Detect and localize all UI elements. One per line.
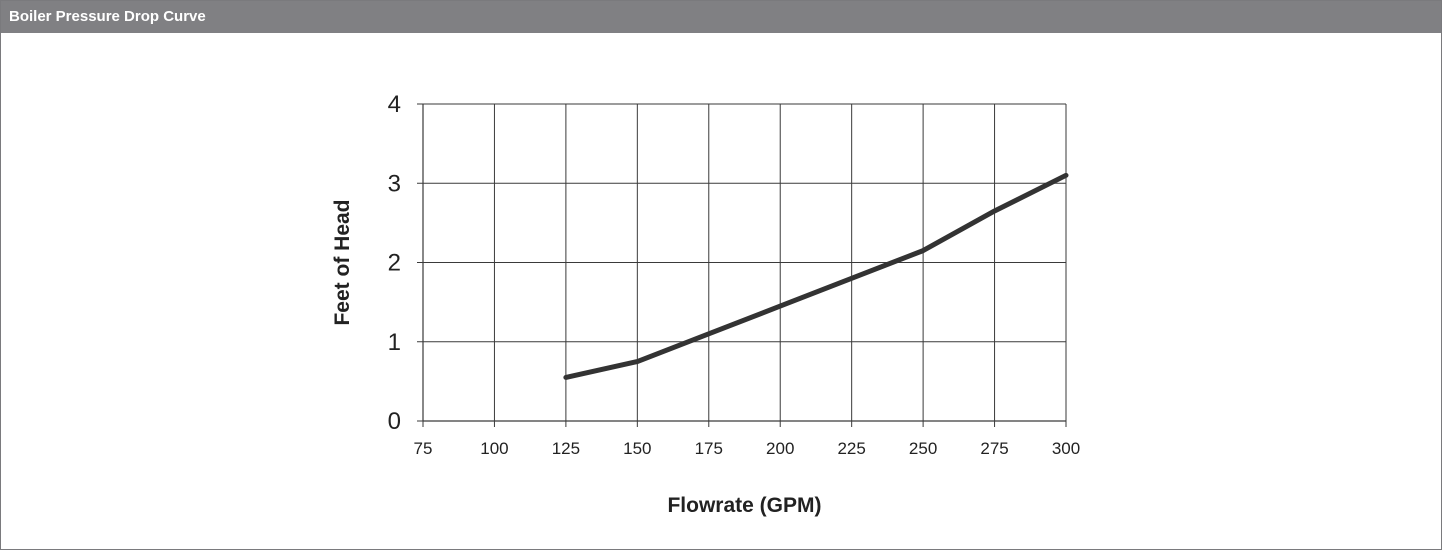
y-axis-title: Feet of Head	[331, 199, 354, 325]
x-tick-label: 225	[837, 439, 865, 458]
series-layer	[563, 172, 1069, 380]
axes	[417, 103, 1067, 427]
y-tick-label: 2	[388, 250, 401, 277]
x-tick-label: 150	[623, 439, 651, 458]
grid	[422, 103, 1067, 422]
x-tick-label: 275	[980, 439, 1008, 458]
y-tick-label: 3	[388, 170, 401, 197]
x-tick-label: 125	[552, 439, 580, 458]
x-tick-label: 175	[695, 439, 723, 458]
x-tick-label: 250	[909, 439, 937, 458]
x-axis-title: Flowrate (GPM)	[667, 494, 821, 517]
x-tick-label: 75	[414, 439, 433, 458]
y-tick-label: 1	[388, 329, 401, 356]
panel-title: Boiler Pressure Drop Curve	[1, 1, 1441, 33]
y-tick-label: 0	[388, 408, 401, 435]
x-tick-label: 300	[1052, 439, 1080, 458]
y-tick-label: 4	[388, 91, 401, 118]
tick-labels: 75 100 125 150 175 200 225 250 275 300 0 1 2 3 4	[388, 91, 1081, 458]
x-tick-label: 200	[766, 439, 794, 458]
pressure-drop-line	[563, 172, 1069, 380]
x-tick-label: 100	[480, 439, 508, 458]
